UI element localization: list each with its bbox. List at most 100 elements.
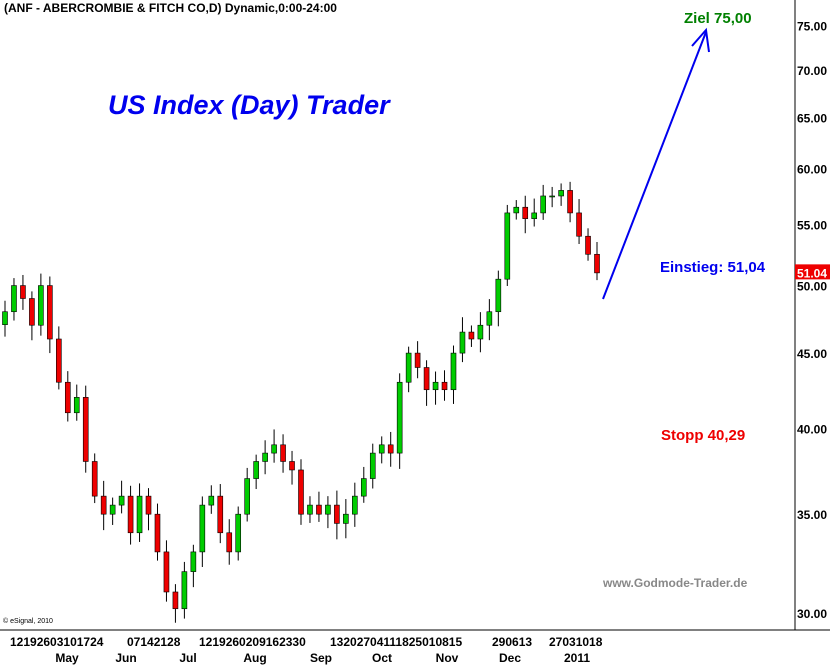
candle-body [262,452,268,462]
candle-body [594,253,600,274]
candle-body [181,571,188,610]
month-label: Jun [115,651,136,665]
y-tick-label: 65.00 [797,111,827,125]
candle-body [64,381,71,414]
candle-body [118,495,125,506]
target-arrow-line [602,31,707,300]
candle-body [558,190,564,197]
month-label: Oct [372,651,392,665]
candle-body [504,212,511,280]
y-tick-label: 40.00 [797,423,827,437]
candle-body [468,331,475,340]
target-label: Ziel 75,00 [684,10,752,27]
candle-body [217,495,224,534]
arrow-head-icon [691,27,710,53]
candle-body [145,495,152,515]
candle-body [244,478,250,515]
candle-body [459,331,466,354]
candle-body [369,452,376,479]
candle-body [163,551,170,593]
entry-label: Einstieg: 51,04 [660,259,766,276]
x-tick-label: 290613 [492,635,532,649]
candle-body [172,591,179,610]
copyright-label: © eSignal, 2010 [3,618,53,625]
candle-body [199,504,206,553]
chart-title: (ANF - ABERCROMBIE & FITCH CO,D) Dynamic… [4,1,337,15]
candle-body [271,444,277,454]
last-price-label: 51.04 [797,266,827,280]
candle-body [289,461,295,471]
candle-body [82,397,89,462]
month-label: 2011 [564,651,590,665]
month-label: Jul [179,651,196,665]
candle-body [226,532,233,553]
candle-body [549,195,555,198]
candle-body [432,381,439,391]
y-tick-label: 30.00 [797,607,827,621]
candle-body [477,324,484,340]
candle-body [316,504,322,515]
candle-body [352,495,358,515]
candle-body [100,495,107,515]
candle-body [522,206,529,219]
y-tick-label: 55.00 [797,218,827,232]
candle-body [360,478,367,497]
website-label: www.Godmode-Trader.de [603,576,748,590]
candle-body [154,513,161,553]
candle-body [576,212,582,237]
candle-body [127,495,134,534]
candle-body [56,338,62,383]
candle-body [91,461,98,497]
month-label: Nov [436,651,459,665]
last-price-badge [795,264,830,280]
candle-body [190,551,197,572]
candle-body [396,381,403,454]
x-tick-label: 07142128 [127,635,181,649]
y-tick-label: 60.00 [797,163,827,177]
candle-body [531,212,538,219]
candle-body [253,461,259,479]
brand-label: US Index (Day) Trader [108,90,390,120]
candle-body [73,397,80,414]
month-label: Sep [310,651,332,665]
candle-body [486,311,493,326]
candle-body [423,367,430,391]
x-tick-label: 27031018 [549,635,603,649]
candle-body [298,469,304,515]
y-tick-label: 45.00 [797,347,827,361]
x-tick-label: 13202704111825010815 [330,635,462,649]
candle-body [325,504,331,515]
candle-body [20,285,26,299]
y-tick-label: 75.00 [797,20,827,34]
candle-body [540,195,546,214]
y-tick-label: 70.00 [797,64,827,78]
candle-body [450,352,457,391]
candle-body [513,206,520,214]
candle-body [495,278,502,313]
candle-body [567,190,573,214]
candle-body [334,504,340,524]
candle-body [2,311,8,325]
month-label: Aug [243,651,266,665]
candle-body [441,381,448,391]
candle-body [11,285,17,313]
x-tick-label: 12192603101724 [10,635,104,649]
month-label: Dec [499,651,521,665]
candle-body [585,235,591,255]
month-label: May [55,651,79,665]
y-tick-label: 35.00 [797,508,827,522]
candle-body [378,444,385,454]
candle-body [235,513,242,553]
candle-body [29,298,35,326]
stop-label: Stopp 40,29 [661,427,746,444]
candle-body [47,285,53,340]
y-tick-label: 50.00 [797,280,827,294]
candle-body [307,504,313,515]
candle-body [343,513,349,524]
candle-body [208,495,215,506]
candle-body [414,352,421,368]
candle-body [136,495,143,534]
candle-body [405,352,412,383]
